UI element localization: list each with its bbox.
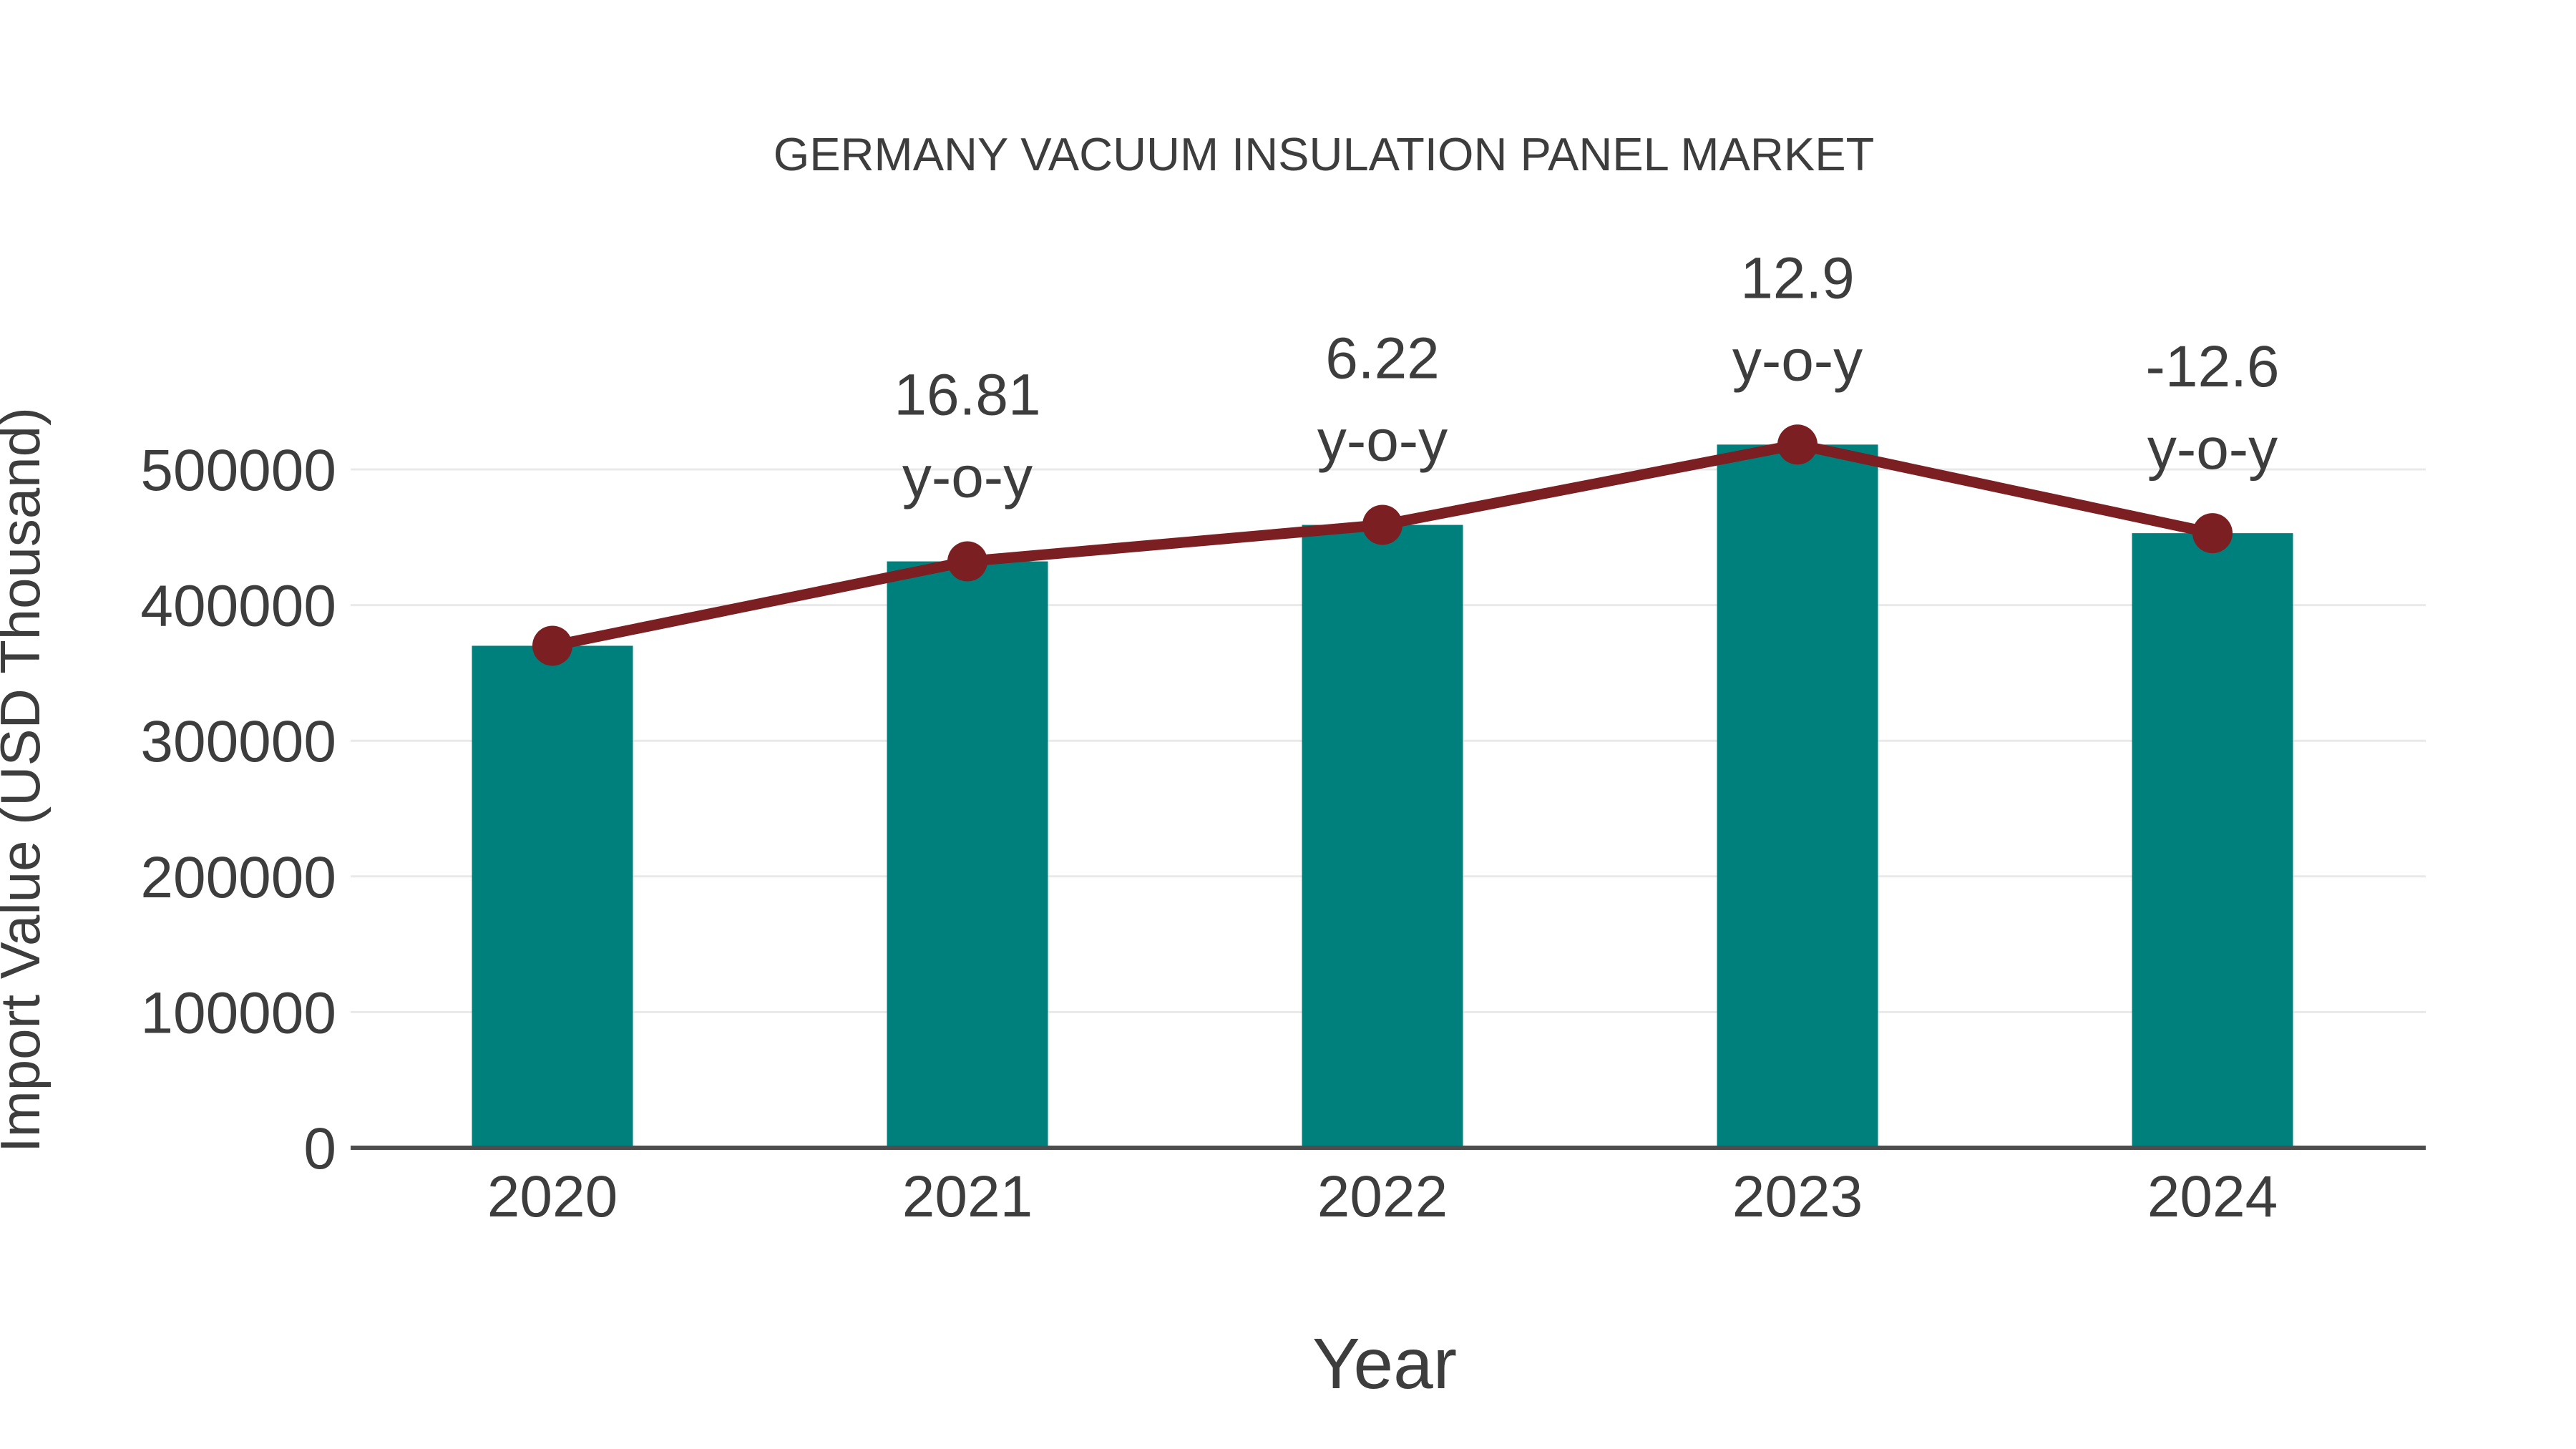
x-tick-label-2022: 2022 bbox=[1317, 1164, 1448, 1229]
trend-marker-2024 bbox=[2192, 513, 2233, 554]
trend-marker-2022 bbox=[1362, 504, 1402, 545]
bars-layer bbox=[472, 444, 2293, 1148]
x-tick-label-2023: 2023 bbox=[1732, 1164, 1863, 1229]
annotation-unit-2023: y-o-y bbox=[1732, 328, 1863, 393]
bar-2023 bbox=[1717, 444, 1878, 1148]
annotation-value-2022: 6.22 bbox=[1325, 326, 1440, 391]
bar-2021 bbox=[887, 561, 1048, 1148]
trend-marker-2020 bbox=[532, 625, 572, 666]
chart-title: GERMANY VACUUM INSULATION PANEL MARKET bbox=[774, 128, 1875, 180]
y-axis-label: Import Value (USD Thousand) bbox=[0, 407, 52, 1153]
annotation-unit-2021: y-o-y bbox=[902, 445, 1033, 510]
y-tick-label-400000: 400000 bbox=[140, 574, 336, 639]
trend-marker-2023 bbox=[1777, 424, 1818, 465]
annotation-unit-2024: y-o-y bbox=[2147, 416, 2278, 482]
annotation-value-2024: -12.6 bbox=[2146, 334, 2280, 399]
x-tick-label-2024: 2024 bbox=[2147, 1164, 2278, 1229]
bar-2022 bbox=[1302, 525, 1463, 1148]
trend-line-layer bbox=[532, 424, 2233, 666]
y-tick-label-500000: 500000 bbox=[140, 438, 336, 503]
y-tick-label-300000: 300000 bbox=[140, 709, 336, 774]
annotation-value-2023: 12.9 bbox=[1740, 245, 1855, 311]
x-tick-label-2021: 2021 bbox=[902, 1164, 1033, 1229]
trend-marker-2021 bbox=[947, 541, 987, 582]
bar-2020 bbox=[472, 645, 633, 1148]
y-tick-label-0: 0 bbox=[303, 1116, 336, 1181]
x-tick-label-2020: 2020 bbox=[487, 1164, 618, 1229]
annotation-unit-2022: y-o-y bbox=[1317, 409, 1448, 474]
bar-2024 bbox=[2132, 533, 2293, 1148]
annotations-layer: 16.81 y-o-y 6.22 y-o-y 12.9 y-o-y -12.6 y-o-y bbox=[894, 245, 2279, 509]
x-axis-label: Year bbox=[1312, 1324, 1457, 1404]
tick-labels-layer: 0 100000 200000 300000 400000 500000 2020 2021 2… bbox=[140, 438, 2278, 1229]
annotation-value-2021: 16.81 bbox=[894, 363, 1040, 428]
y-tick-label-100000: 100000 bbox=[140, 980, 336, 1045]
y-tick-label-200000: 200000 bbox=[140, 845, 336, 910]
